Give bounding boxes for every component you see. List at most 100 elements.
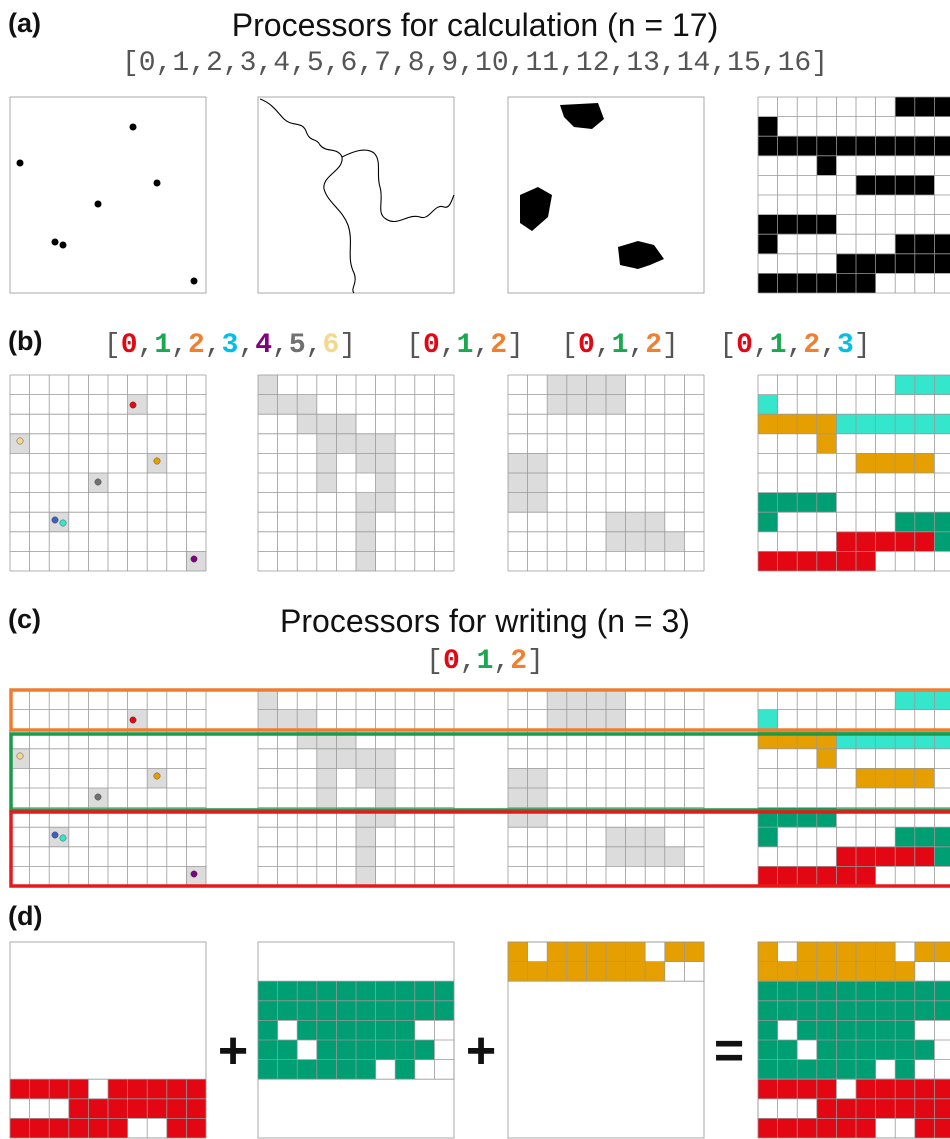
output-cell (875, 1000, 896, 1021)
output-cell (29, 1118, 50, 1138)
processor-id: 5 (307, 48, 324, 79)
raster-cell (816, 214, 837, 235)
raster-cell-colored (856, 846, 876, 867)
output-cell (336, 981, 356, 1001)
selected-cell (586, 690, 606, 710)
selected-cell (356, 492, 376, 513)
processor-id: 3 (240, 48, 257, 79)
output-cell (297, 1059, 317, 1080)
processor-id: , (787, 330, 804, 361)
processor-id: , (391, 48, 408, 79)
raster-cell-colored (856, 453, 876, 473)
output-cell (816, 1118, 837, 1138)
output-cell (375, 1020, 396, 1040)
raster-cell-colored (758, 827, 778, 847)
raster-cell-colored (816, 748, 837, 769)
output-cell (836, 1059, 856, 1080)
processor-id: 10 (475, 48, 509, 79)
processor-id: [ (104, 330, 121, 361)
raster-cell (934, 253, 950, 274)
output-cell (395, 1040, 415, 1060)
raster-cell (895, 175, 915, 195)
output-cell (816, 1040, 837, 1060)
output-cell (836, 981, 856, 1001)
output-cell (816, 1059, 837, 1080)
raster-cell (816, 273, 837, 293)
selected-cell (547, 690, 567, 710)
output-cell (856, 961, 876, 982)
raster-cell-colored (797, 414, 817, 434)
raster-cell (816, 136, 837, 156)
raster-cell (797, 273, 817, 293)
raster-cell-colored (895, 827, 915, 847)
output-cell (375, 981, 396, 1001)
output-cell (10, 1118, 30, 1138)
output-cell (914, 981, 935, 1001)
selected-cell (508, 768, 528, 788)
raster-cell-colored (914, 827, 935, 847)
output-cell (356, 981, 376, 1001)
processor-id: 0 (139, 48, 156, 79)
point (16, 159, 24, 167)
processor-id: , (753, 330, 770, 361)
raster-cell-colored (934, 827, 950, 847)
processor-id: 6 (322, 330, 339, 361)
selected-cell (297, 709, 317, 730)
raster-cell (914, 175, 935, 195)
output-cell (375, 1000, 396, 1021)
panel-d-label: (d) (8, 901, 42, 931)
point (129, 123, 137, 131)
raster-cell-colored (914, 453, 935, 473)
processor-id: , (238, 330, 255, 361)
processor-id: , (559, 48, 576, 79)
selected-cell (645, 846, 665, 867)
output-cell (316, 1020, 337, 1040)
output-cell (186, 1118, 206, 1138)
writer-box-red (9, 810, 950, 888)
selected-cell (664, 531, 685, 552)
output-cell (297, 1000, 317, 1021)
processor-id: , (306, 330, 323, 361)
raster-cell (856, 273, 876, 293)
raster-cell-colored (895, 768, 915, 788)
selected-cell (316, 788, 337, 808)
panel-c-tiles (9, 688, 950, 888)
writer-box-orange (9, 688, 950, 732)
raster-cell (777, 136, 798, 156)
raster-cell-colored (875, 414, 896, 434)
output-cell (836, 1020, 856, 1040)
output-cell (777, 1000, 798, 1021)
selected-cell (336, 433, 356, 454)
point (59, 241, 67, 249)
processor-id: [ (122, 48, 139, 79)
point-colored (94, 793, 102, 801)
processor-id: ] (662, 330, 679, 361)
raster-cell (895, 253, 915, 274)
processor-id: ] (527, 646, 544, 677)
raster-cell-colored (875, 531, 896, 552)
points-tile (9, 96, 207, 294)
output-cell (895, 981, 915, 1001)
processor-id: ] (811, 48, 828, 79)
raster-cell-colored (856, 866, 876, 886)
processor-id: , (272, 330, 289, 361)
selected-cell (316, 473, 337, 493)
processor-id: , (493, 646, 510, 677)
raster-cell-colored (895, 690, 915, 710)
panel-a-label: (a) (8, 8, 41, 38)
output-cell (434, 1000, 454, 1021)
selected-cell (356, 433, 376, 454)
output-cell (856, 1118, 876, 1138)
output-cell (777, 1118, 798, 1138)
writer-box-green (9, 732, 950, 812)
output-cell (336, 1059, 356, 1080)
output-cell (88, 1118, 108, 1138)
output-cell (875, 1020, 896, 1040)
selected-cell (547, 394, 567, 415)
output-cell (777, 981, 798, 1001)
output-cell (356, 1000, 376, 1021)
processor-id: 6 (341, 48, 358, 79)
selected-cell (606, 531, 626, 552)
selected-cell (375, 788, 396, 808)
raster-cell-colored (836, 729, 856, 749)
